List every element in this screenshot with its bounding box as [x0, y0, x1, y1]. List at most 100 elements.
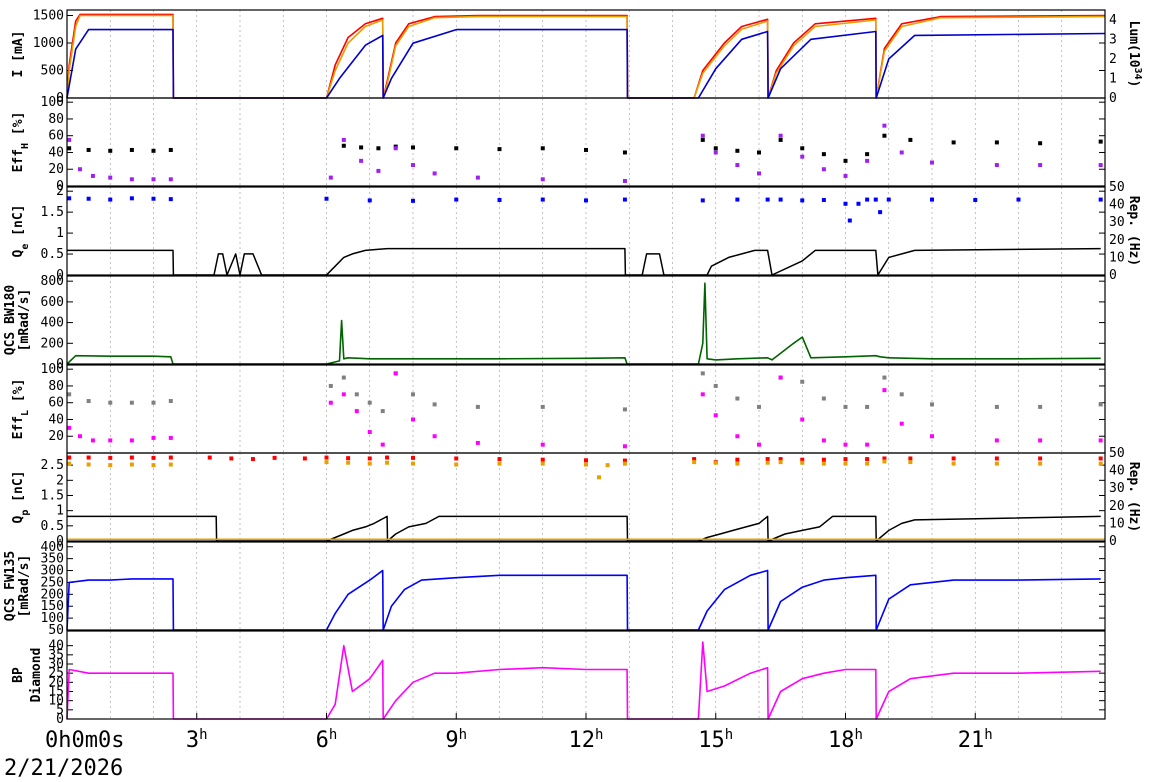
data-point [411, 198, 415, 203]
y-right-tick-label: 20 [1109, 499, 1125, 514]
data-point [168, 399, 173, 404]
data-point [324, 460, 329, 465]
data-point [865, 152, 870, 157]
y-axis-title-unit: [mRad/s] [17, 555, 32, 618]
y-tick-label: 0 [56, 712, 64, 727]
y-axis-title: I [mA] [11, 31, 26, 78]
data-point [994, 404, 999, 409]
data-point [873, 197, 878, 202]
data-point [1038, 456, 1043, 461]
data-point [86, 399, 91, 404]
data-point [168, 197, 173, 202]
data-point [843, 201, 848, 206]
y-tick-label: 800 [41, 274, 64, 289]
data-point [67, 137, 72, 142]
data-point [899, 150, 904, 155]
y-tick-label: 80 [48, 379, 64, 394]
data-point [454, 197, 459, 202]
data-point [367, 198, 372, 203]
data-point [622, 150, 627, 155]
data-point [951, 461, 956, 466]
data-point [584, 462, 588, 467]
data-point [865, 404, 870, 409]
data-point [735, 457, 740, 462]
data-point [432, 171, 437, 176]
data-point [168, 435, 173, 440]
y-axis-title: Qe [nC] [11, 205, 31, 258]
y-tick-label: 80 [48, 112, 64, 127]
data-point [908, 456, 913, 461]
y-right-axis-title: Rep. (Hz) [1126, 196, 1141, 266]
data-point [341, 137, 346, 142]
data-point [328, 400, 333, 405]
data-point [735, 163, 740, 168]
data-point [1016, 197, 1021, 202]
y-right-tick-label: 2 [1109, 52, 1117, 67]
data-point [930, 434, 934, 439]
series-line [67, 247, 1101, 276]
data-point [713, 460, 718, 465]
data-point [90, 438, 95, 443]
data-point [540, 461, 545, 466]
y-tick-label: 0 [56, 357, 64, 372]
y-tick-label: 2.5 [41, 458, 64, 473]
data-point [324, 455, 329, 460]
y-right-tick-label: 10 [1109, 516, 1125, 531]
data-point [908, 137, 913, 142]
data-point [77, 434, 82, 439]
data-point [930, 197, 934, 202]
data-point [540, 404, 545, 409]
y-axis-title-2: Diamond [29, 648, 44, 703]
data-point [328, 175, 333, 180]
y-axis-title: QCS BW180 [3, 285, 18, 356]
y-tick-label: 20 [48, 162, 64, 177]
y-axis-title-unit: [mRad/s] [17, 289, 32, 352]
data-point [757, 442, 761, 447]
panel-frame [66, 541, 1106, 631]
data-point [765, 457, 770, 462]
data-point [622, 407, 627, 412]
data-point [250, 457, 255, 462]
y-tick-label: 250 [41, 575, 64, 590]
y-right-tick-label: 50 [1109, 446, 1125, 461]
data-point [393, 146, 398, 151]
data-point [843, 158, 848, 163]
data-point [1038, 141, 1043, 146]
data-point [778, 457, 783, 462]
series-line [66, 28, 1106, 99]
data-point [1098, 139, 1103, 144]
data-point [272, 455, 277, 460]
data-point [800, 379, 805, 384]
data-point [346, 460, 351, 465]
data-point [354, 392, 359, 397]
y-tick-label: 300 [41, 564, 64, 579]
data-point [899, 421, 904, 426]
data-point [757, 171, 761, 176]
data-point [454, 146, 459, 151]
y-tick-label: 600 [41, 295, 64, 310]
data-point [367, 461, 372, 466]
data-point [596, 475, 601, 480]
y-tick-label: 0 [56, 91, 64, 106]
data-point [821, 396, 826, 401]
data-point [108, 148, 113, 153]
data-point [757, 150, 761, 155]
data-point [354, 409, 359, 414]
data-point [86, 196, 91, 201]
data-point [380, 442, 385, 447]
data-point [882, 456, 887, 461]
data-point [800, 460, 805, 465]
data-point [843, 461, 848, 466]
data-point [951, 140, 956, 145]
data-point [821, 197, 826, 202]
y-right-tick-label: 30 [1109, 215, 1125, 230]
data-point [899, 392, 904, 397]
data-point [994, 456, 999, 461]
data-point [865, 158, 870, 163]
data-point [151, 196, 156, 201]
data-point [882, 388, 887, 393]
data-point [1098, 461, 1103, 466]
data-point [385, 460, 390, 465]
data-point [540, 197, 545, 202]
